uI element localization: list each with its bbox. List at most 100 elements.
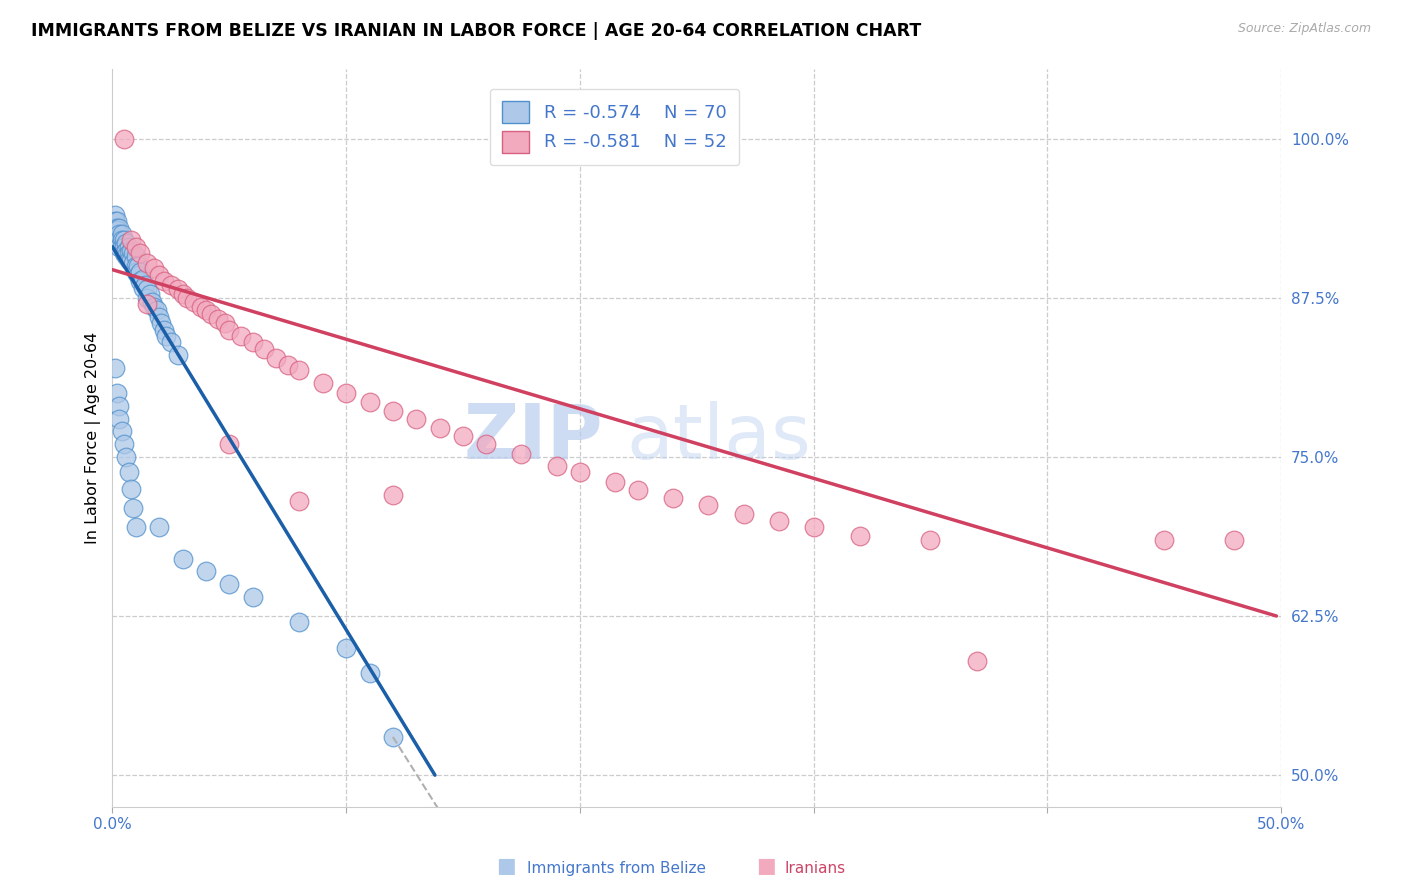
Point: [148, 268, 170, 282]
Point: [112, 240, 135, 254]
Point: [136, 297, 159, 311]
Point: [125, 259, 148, 273]
Point: [108, 411, 131, 425]
Point: [153, 274, 176, 288]
Point: [112, 246, 135, 260]
Point: [803, 520, 825, 534]
Point: [312, 376, 335, 390]
Point: [108, 234, 131, 248]
Point: [218, 322, 240, 336]
Text: Immigrants from Belize: Immigrants from Belize: [527, 861, 706, 876]
Point: [111, 425, 134, 439]
Point: [132, 271, 155, 285]
Point: [111, 234, 134, 248]
Point: [475, 437, 498, 451]
Point: [120, 244, 142, 258]
Point: [112, 131, 135, 145]
Point: [229, 329, 252, 343]
Point: [603, 475, 626, 490]
Point: [104, 208, 127, 222]
Point: [288, 494, 311, 508]
Point: [242, 590, 264, 604]
Point: [112, 234, 135, 248]
Point: [112, 437, 135, 451]
Point: [105, 231, 128, 245]
Point: [132, 280, 155, 294]
Point: [288, 363, 311, 377]
Point: [148, 310, 170, 324]
Point: [768, 514, 790, 528]
Point: [359, 666, 381, 681]
Point: [155, 329, 177, 343]
Point: [627, 483, 650, 497]
Point: [662, 491, 685, 505]
Point: [115, 450, 138, 464]
Point: [214, 316, 236, 330]
Point: [118, 465, 141, 479]
Point: [127, 259, 149, 273]
Point: [405, 411, 427, 425]
Point: [125, 240, 148, 254]
Point: [146, 303, 169, 318]
Point: [190, 300, 212, 314]
Point: [129, 274, 152, 288]
Point: [568, 465, 591, 479]
Point: [510, 447, 533, 461]
Point: [172, 551, 194, 566]
Point: [111, 227, 134, 241]
Point: [242, 335, 264, 350]
Point: [183, 294, 205, 309]
Point: [381, 404, 404, 418]
Point: [115, 249, 138, 263]
Point: [136, 282, 159, 296]
Point: [733, 507, 755, 521]
Point: [115, 235, 138, 250]
Y-axis label: In Labor Force | Age 20-64: In Labor Force | Age 20-64: [86, 332, 101, 544]
Point: [335, 386, 357, 401]
Point: [111, 240, 134, 254]
Point: [118, 252, 141, 267]
Point: [277, 358, 299, 372]
Point: [122, 246, 145, 260]
Point: [150, 316, 173, 330]
Point: [920, 533, 942, 547]
Point: [118, 246, 141, 260]
Point: [166, 282, 188, 296]
Point: [966, 654, 988, 668]
Point: [166, 348, 188, 362]
Point: [136, 291, 159, 305]
Point: [120, 482, 142, 496]
Point: [127, 268, 149, 282]
Point: [176, 291, 198, 305]
Point: [120, 252, 142, 267]
Point: [125, 265, 148, 279]
Point: [104, 220, 127, 235]
Point: [429, 420, 451, 434]
Point: [122, 500, 145, 515]
Point: [849, 529, 872, 543]
Point: [108, 227, 131, 241]
Text: Source: ZipAtlas.com: Source: ZipAtlas.com: [1237, 22, 1371, 36]
Point: [207, 312, 229, 326]
Point: [118, 240, 141, 254]
Point: [194, 303, 217, 318]
Point: [104, 214, 127, 228]
Point: [335, 640, 357, 655]
Point: [115, 244, 138, 258]
Text: ZIP: ZIP: [464, 401, 603, 475]
Text: atlas: atlas: [627, 401, 811, 475]
Point: [288, 615, 311, 630]
Point: [160, 277, 183, 292]
Point: [153, 322, 176, 336]
Point: [194, 565, 217, 579]
Point: [200, 307, 222, 321]
Point: [697, 498, 720, 512]
Point: [125, 520, 148, 534]
Text: Iranians: Iranians: [785, 861, 845, 876]
Point: [134, 277, 156, 292]
Point: [143, 300, 166, 314]
Point: [359, 395, 381, 409]
Point: [264, 351, 287, 365]
Point: [1153, 533, 1175, 547]
Text: IMMIGRANTS FROM BELIZE VS IRANIAN IN LABOR FORCE | AGE 20-64 CORRELATION CHART: IMMIGRANTS FROM BELIZE VS IRANIAN IN LAB…: [31, 22, 921, 40]
